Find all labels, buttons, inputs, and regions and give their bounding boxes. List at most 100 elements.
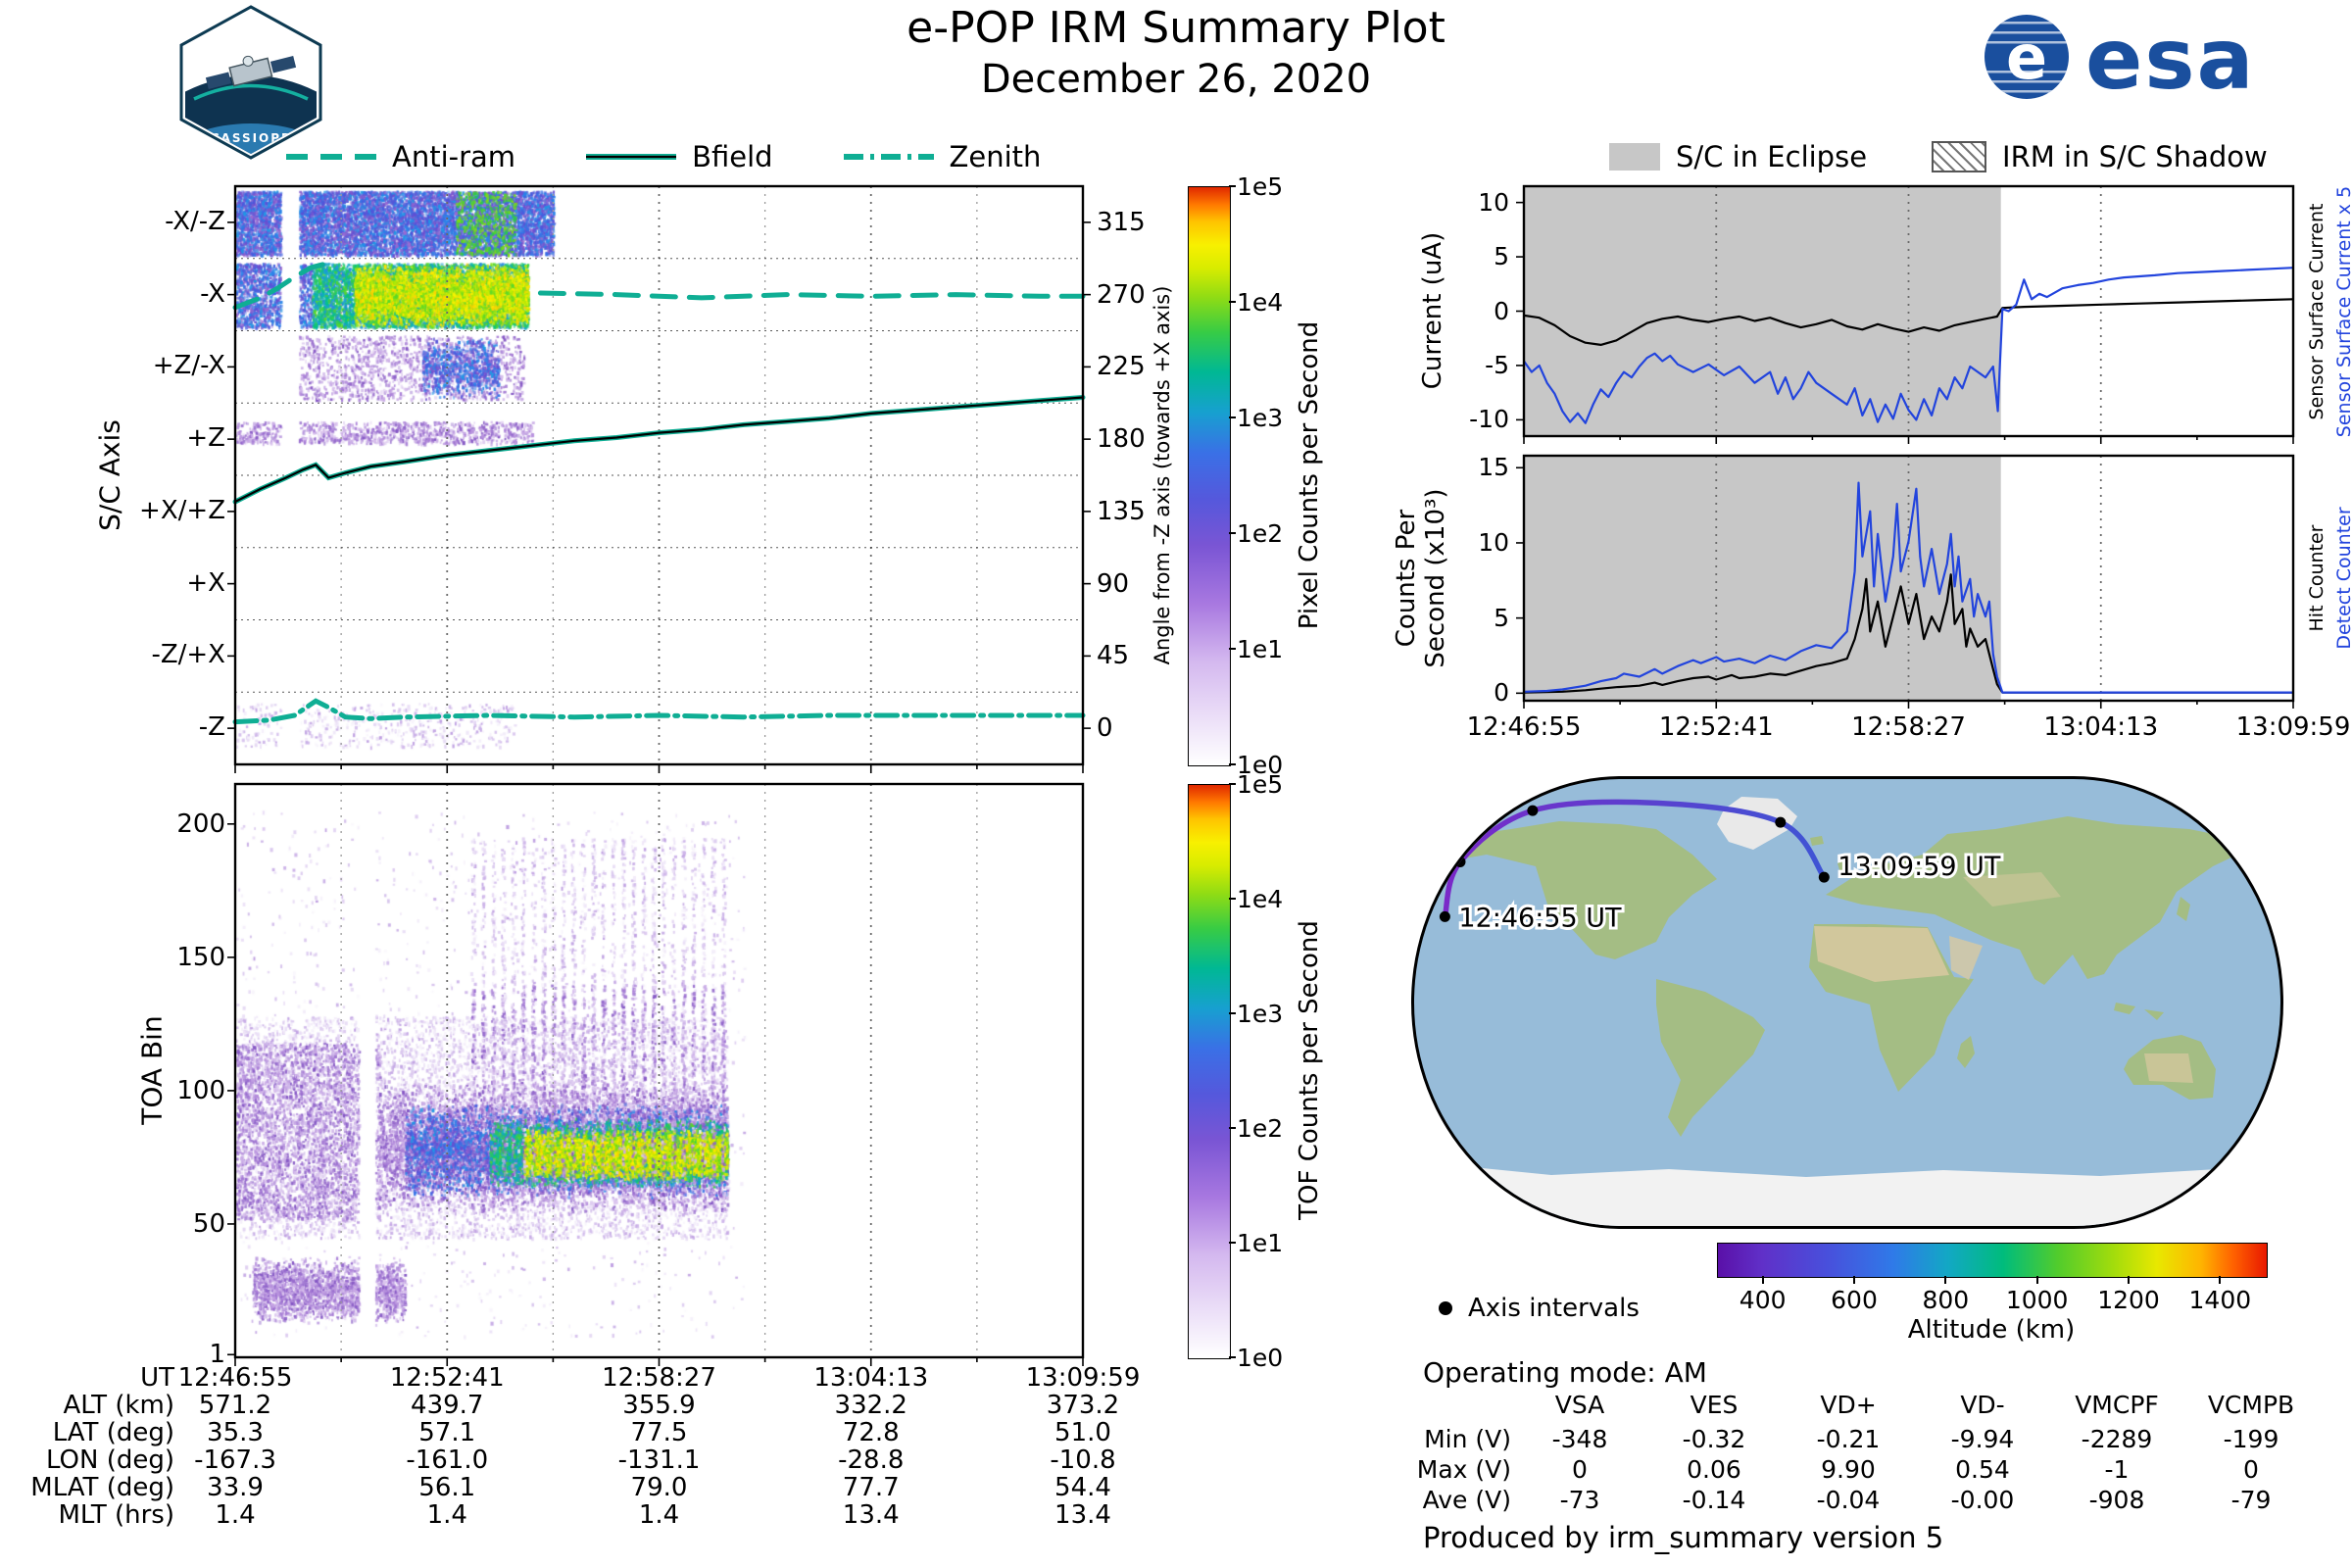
ephemeris-row-label: MLAT (deg) <box>30 1473 174 1502</box>
ephemeris-value: 332.2 <box>834 1391 907 1420</box>
cassiope-patch-icon: CASSIOPE <box>179 5 322 160</box>
altitude-tickmark <box>1761 1276 1764 1284</box>
ephemeris-value: 56.1 <box>418 1473 476 1502</box>
time-tick-label: 12:58:27 <box>1851 712 1966 742</box>
tof-counts-colorbar-label: TOF Counts per Second <box>1295 920 1324 1220</box>
altitude-tickmark <box>2219 1276 2222 1284</box>
ephemeris-value: -28.8 <box>838 1446 905 1475</box>
time-tick-label: 13:09:59 <box>2235 712 2351 742</box>
ephemeris-row-label: LAT (deg) <box>52 1418 174 1447</box>
sc-band-label: -X <box>200 278 225 309</box>
ephemeris-row-label: MLT (hrs) <box>58 1500 175 1530</box>
tof-cb-tickmark <box>1229 1012 1236 1014</box>
hit-counter-line <box>1523 573 2293 694</box>
current-ylabel: Current (uA) <box>1418 231 1447 390</box>
ephemeris-value: 373.2 <box>1046 1391 1120 1420</box>
angle-tick-label: 180 <box>1097 424 1146 455</box>
filled-swatch-icon <box>1609 143 1660 171</box>
ephemeris-value: 1.4 <box>426 1500 467 1530</box>
sc-axis-plot <box>227 184 1091 773</box>
legend-item-irm-in-s-c-shadow: IRM in S/C Shadow <box>1932 140 2268 173</box>
voltage-value: 0.06 <box>1687 1455 1741 1484</box>
toa-ylabel: TOA Bin <box>135 1015 169 1125</box>
esa-logo-text: esa <box>2085 11 2256 104</box>
legend-item-s-c-in-eclipse: S/C in Eclipse <box>1609 140 1867 173</box>
voltage-value: -199 <box>2223 1425 2279 1453</box>
voltage-value: -79 <box>2230 1486 2272 1514</box>
voltage-value: -908 <box>2088 1486 2145 1514</box>
bfield-line-icon <box>586 154 677 160</box>
counts-ylabel-line2: Second (x10³) <box>1421 488 1450 668</box>
esa-logo: e esa <box>1982 10 2325 104</box>
cnt-svg-ytick: 0 <box>1494 678 1509 708</box>
cassiope-patch-label: CASSIOPE <box>211 131 292 145</box>
sc-band-label: +Z/-X <box>152 351 225 381</box>
pixel-cb-tickmark <box>1229 185 1236 187</box>
altitude-tick-label: 1400 <box>2188 1286 2252 1314</box>
voltage-row-label: Max (V) <box>1416 1455 1511 1484</box>
counts-right-label-detect-counter: Detect Counter <box>2333 507 2352 650</box>
footer-credit: Produced by irm_summary version 5 <box>1423 1521 1944 1554</box>
zenith-line <box>232 698 1086 725</box>
sensor-surface-current-x-5-line <box>1523 267 2294 424</box>
tof-cb-tickmark <box>1229 1127 1236 1129</box>
altitude-tick-label: 600 <box>1831 1286 1878 1314</box>
time-tick-label: 12:46:55 <box>1466 712 1582 742</box>
ephemeris-value: 571.2 <box>198 1391 272 1420</box>
tof-cb-tick: 1e1 <box>1237 1229 1284 1257</box>
detect-counter-line <box>1523 481 2293 694</box>
ephemeris-value: -167.3 <box>194 1446 276 1475</box>
voltage-col-header: VSA <box>1554 1391 1605 1419</box>
toa-ytick-label: 1 <box>209 1340 225 1370</box>
eclipse-region <box>1524 456 2001 701</box>
voltage-value: -73 <box>1559 1486 1600 1514</box>
current-right-label-sensor-surface-current: Sensor Surface Current <box>2306 203 2328 419</box>
pixel-counts-colorbar <box>1188 186 1231 766</box>
voltage-value: 0 <box>1572 1455 1588 1484</box>
page-title: e-POP IRM Summary Plot <box>906 3 1446 53</box>
pixel-cb-tick: 1e3 <box>1237 404 1284 432</box>
track-start-label: 12:46:55 UT <box>1458 903 1622 933</box>
pixel-cb-tickmark <box>1229 648 1236 650</box>
legend-label-anti-ram: Anti-ram <box>392 140 516 173</box>
voltage-value: -1 <box>2104 1455 2130 1484</box>
axis-intervals-label: Axis intervals <box>1468 1294 1640 1323</box>
time-tick-label: 13:04:13 <box>2043 712 2159 742</box>
current-right-label-sensor-surface-current-x-5: Sensor Surface Current x 5 <box>2333 185 2352 437</box>
page-subtitle: December 26, 2020 <box>980 57 1372 102</box>
altitude-tickmark <box>1944 1276 1947 1284</box>
ephemeris-value: 439.7 <box>411 1391 484 1420</box>
hatched-swatch-icon <box>1932 141 1987 172</box>
voltage-value: -0.32 <box>1682 1425 1746 1453</box>
ground-track-map: 12:46:55 UT 13:09:59 UT <box>1411 776 2283 1229</box>
axis-interval-dot <box>1818 871 1830 883</box>
pixel-cb-tick: 1e5 <box>1237 172 1284 201</box>
legend-label-irm-in-s-c-shadow: IRM in S/C Shadow <box>2002 140 2268 173</box>
voltage-value: -0.00 <box>1950 1486 2015 1514</box>
legend-label-s-c-in-eclipse: S/C in Eclipse <box>1676 140 1868 173</box>
anti-ram-line <box>232 262 327 311</box>
voltage-value: 0 <box>2243 1455 2259 1484</box>
tof-cb-tick: 1e0 <box>1237 1344 1284 1372</box>
altitude-tickmark <box>2035 1276 2038 1284</box>
voltage-value: 9.90 <box>1821 1455 1876 1484</box>
track-end-label: 13:09:59 UT <box>1838 852 2001 882</box>
counts-ylabel: Counts Per Second (x10³) <box>1392 488 1450 667</box>
legend-label-zenith: Zenith <box>949 140 1042 173</box>
pixel-cb-tick: 1e0 <box>1237 751 1284 779</box>
toa-ytick-label: 50 <box>192 1208 225 1239</box>
ephemeris-value: 35.3 <box>207 1418 264 1447</box>
altitude-tick-label: 1000 <box>2005 1286 2069 1314</box>
voltage-row-label: Ave (V) <box>1422 1486 1511 1514</box>
sensor-current-plot <box>1516 184 2295 444</box>
voltage-row-label: Min (V) <box>1424 1425 1511 1453</box>
ephemeris-value: 79.0 <box>630 1473 688 1502</box>
axis-interval-dot <box>1454 856 1466 867</box>
angle-tick-label: 90 <box>1097 568 1130 599</box>
axis-intervals-legend: Axis intervals <box>1439 1294 1640 1323</box>
cur-svg-ytick: 5 <box>1494 242 1509 271</box>
voltage-value: -0.14 <box>1682 1486 1746 1514</box>
altitude-tick-label: 1200 <box>2097 1286 2160 1314</box>
esa-logo-e: e <box>2006 22 2047 93</box>
sc-band-label: +X <box>186 567 225 598</box>
